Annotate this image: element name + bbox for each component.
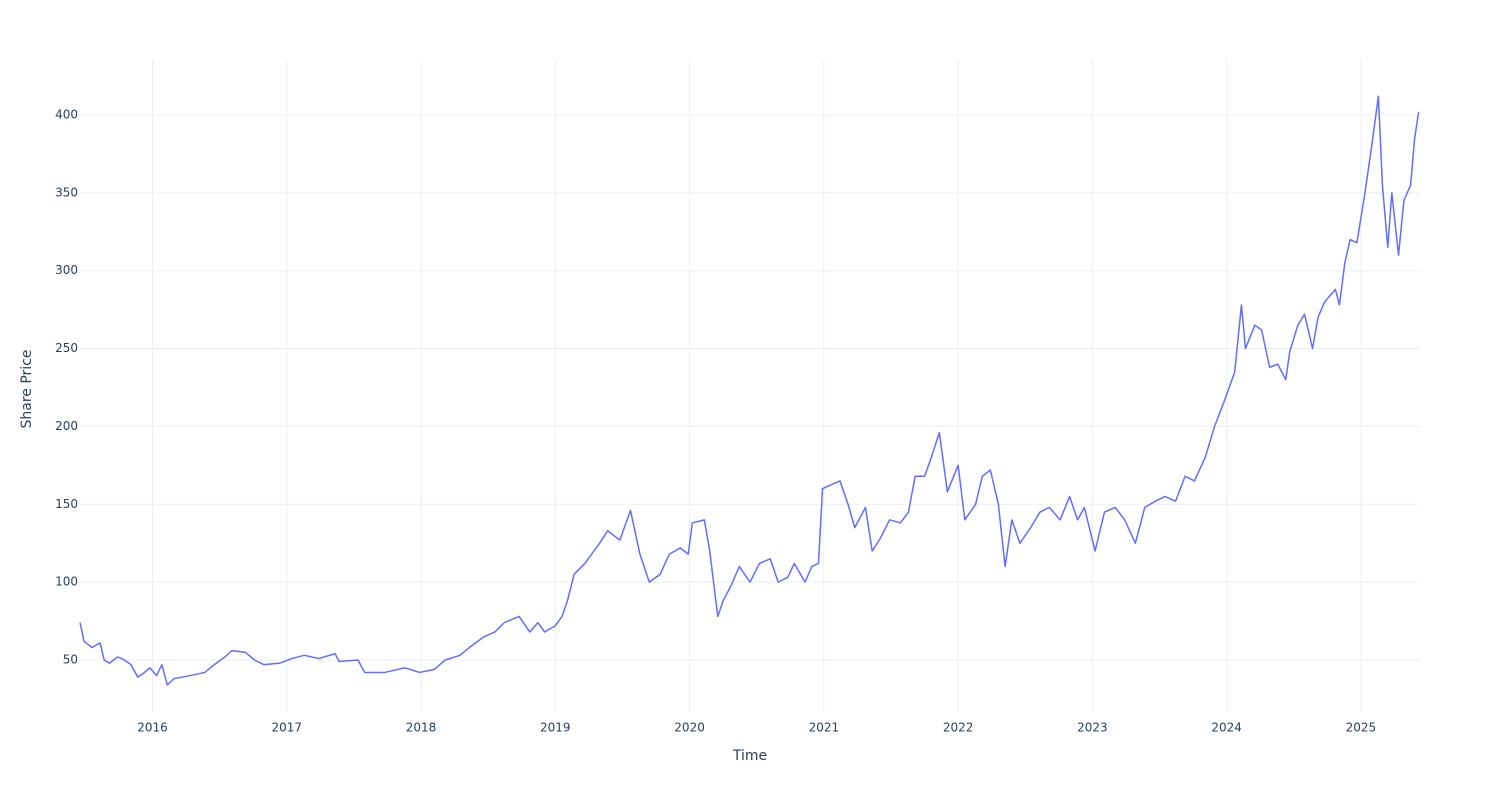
x-tick-label: 2016 — [137, 721, 168, 735]
y-tick-label: 50 — [63, 652, 78, 666]
y-tick-label: 100 — [55, 575, 78, 589]
y-tick-label: 350 — [55, 185, 78, 199]
y-tick-label: 300 — [55, 263, 78, 277]
y-tick-label: 150 — [55, 497, 78, 511]
y-tick-label: 250 — [55, 341, 78, 355]
x-tick-label: 2017 — [272, 721, 303, 735]
y-tick-label: 400 — [55, 107, 78, 121]
x-axis-title: Time — [732, 748, 767, 764]
y-axis-title: Share Price — [19, 349, 35, 428]
y-tick-label: 200 — [55, 419, 78, 433]
x-tick-label: 2023 — [1077, 721, 1108, 735]
x-tick-label: 2019 — [540, 721, 571, 735]
x-tick-label: 2021 — [809, 721, 840, 735]
x-tick-label: 2024 — [1211, 721, 1242, 735]
x-tick-label: 2025 — [1346, 721, 1377, 735]
x-tick-label: 2020 — [674, 721, 705, 735]
price-line — [79, 95, 1420, 686]
x-tick-label: 2022 — [943, 721, 974, 735]
x-tick-label: 2018 — [406, 721, 437, 735]
